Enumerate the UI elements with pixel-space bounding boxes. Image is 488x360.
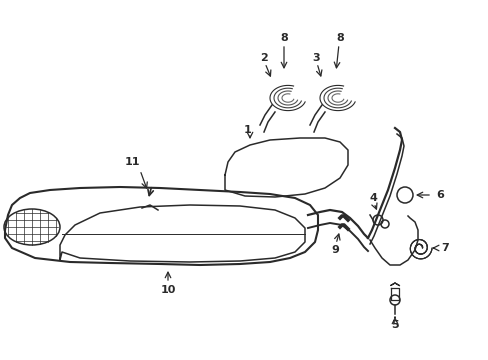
Text: 8: 8 bbox=[280, 33, 287, 43]
Text: 8: 8 bbox=[335, 33, 343, 43]
Text: 6: 6 bbox=[435, 190, 443, 200]
Text: 1: 1 bbox=[244, 125, 251, 135]
Text: 3: 3 bbox=[311, 53, 319, 63]
Text: 5: 5 bbox=[390, 320, 398, 330]
Text: 2: 2 bbox=[260, 53, 267, 63]
Text: 10: 10 bbox=[160, 285, 175, 295]
Text: 9: 9 bbox=[330, 245, 338, 255]
Text: 11: 11 bbox=[124, 157, 140, 167]
Text: 7: 7 bbox=[440, 243, 448, 253]
Text: 4: 4 bbox=[368, 193, 376, 203]
